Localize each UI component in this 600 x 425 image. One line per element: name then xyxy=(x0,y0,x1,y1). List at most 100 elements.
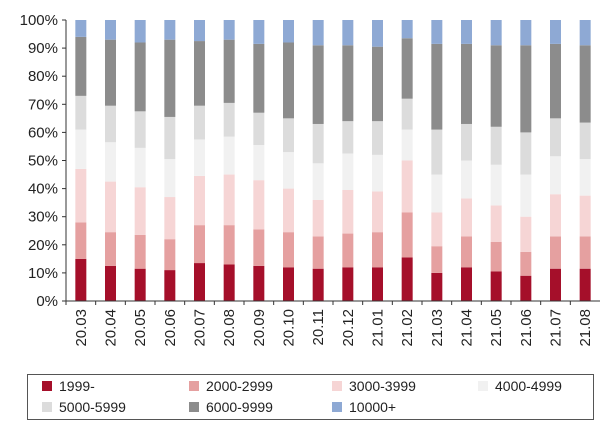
bar-segment-21.04-s4 xyxy=(461,123,472,161)
legend-swatch xyxy=(189,402,199,412)
x-tick-label: 20.04 xyxy=(103,309,120,347)
bar-segment-20.07-s0 xyxy=(194,263,205,301)
bar-segment-20.10-s3 xyxy=(283,152,294,189)
x-tick-label: 21.02 xyxy=(399,309,416,347)
y-tick-label: 60% xyxy=(28,124,58,141)
legend-item: 1999- xyxy=(42,378,95,394)
bar-segment-20.04-s0 xyxy=(105,265,116,302)
x-tick-label: 20.10 xyxy=(281,309,298,347)
bar-segment-21.08-s0 xyxy=(579,268,591,301)
bar-segment-21.02-s5 xyxy=(401,38,413,99)
y-tick-label: 40% xyxy=(28,181,58,198)
bar-segment-20.11-s3 xyxy=(312,163,324,200)
x-tick-label: 21.07 xyxy=(548,309,565,347)
bar-segment-20.03-s5 xyxy=(75,36,87,96)
bar-segment-20.12-s4 xyxy=(342,121,354,154)
legend-item: 3000-3999 xyxy=(332,378,416,394)
bar-segment-20.09-s4 xyxy=(253,112,265,146)
x-tick-label: 21.06 xyxy=(518,309,535,347)
x-tick-label: 21.03 xyxy=(429,309,446,347)
bar-segment-20.08-s4 xyxy=(223,102,235,137)
bar-segment-21.02-s4 xyxy=(401,98,413,130)
bar-segment-21.06-s4 xyxy=(520,132,532,175)
x-tick-label: 20.05 xyxy=(132,309,149,347)
x-tick-label: 21.01 xyxy=(370,309,387,347)
bar-segment-20.12-s1 xyxy=(342,233,354,268)
legend-label: 10000+ xyxy=(349,399,397,415)
bar-segment-21.02-s0 xyxy=(401,257,413,301)
bar-segment-21.04-s0 xyxy=(461,267,472,301)
bar-segment-20.05-s0 xyxy=(134,268,146,301)
bar-segment-20.04-s3 xyxy=(105,142,116,182)
bar-segment-20.09-s3 xyxy=(253,145,265,181)
legend-label: 5000-5999 xyxy=(59,399,126,415)
y-tick-label: 10% xyxy=(28,265,58,282)
bar-segment-21.06-s3 xyxy=(520,174,532,217)
legend-swatch xyxy=(478,381,488,391)
bar-segment-21.01-s2 xyxy=(372,191,383,233)
x-tick-label: 20.12 xyxy=(340,309,357,347)
bar-segment-21.05-s1 xyxy=(490,241,502,272)
bar-segment-20.08-s2 xyxy=(223,174,235,226)
bar-segment-21.07-s4 xyxy=(550,118,561,157)
bar-segment-21.05-s2 xyxy=(490,205,502,242)
y-tick-label: 50% xyxy=(28,153,58,170)
y-tick-label: 100% xyxy=(20,12,58,29)
bar-segment-20.03-s3 xyxy=(75,129,87,169)
bar-segment-21.05-s0 xyxy=(490,271,502,301)
bar-segment-20.12-s5 xyxy=(342,45,354,122)
legend-label: 3000-3999 xyxy=(349,378,416,394)
bar-segment-20.03-s1 xyxy=(75,222,87,259)
bar-segment-20.08-s3 xyxy=(223,136,235,175)
x-tick-label: 20.07 xyxy=(192,309,209,347)
bar-segment-20.05-s4 xyxy=(134,111,146,148)
bar-segment-21.08-s4 xyxy=(579,122,591,160)
bar-segment-20.09-s0 xyxy=(253,265,265,302)
bar-segment-20.12-s0 xyxy=(342,267,354,301)
bar-segment-21.03-s4 xyxy=(431,129,443,175)
bar-segment-20.08-s5 xyxy=(223,39,235,103)
bar-segment-20.05-s3 xyxy=(134,147,146,188)
bar-segment-20.05-s2 xyxy=(134,187,146,235)
bar-segment-20.09-s1 xyxy=(253,229,265,266)
bar-segment-20.09-s2 xyxy=(253,180,265,230)
bar-segment-20.06-s6 xyxy=(164,20,176,40)
legend-swatch xyxy=(42,381,52,391)
bar-segment-20.11-s0 xyxy=(312,268,324,301)
bar-segment-21.01-s1 xyxy=(372,232,383,268)
legend-label: 1999- xyxy=(59,378,95,394)
legend-item: 10000+ xyxy=(332,399,396,415)
bar-segment-20.06-s1 xyxy=(164,239,176,271)
legend: 1999- 2000-2999 3000-3999 4000-4999 5000-599… xyxy=(27,374,594,420)
legend-item: 6000-9999 xyxy=(189,399,273,415)
legend-swatch xyxy=(332,381,342,391)
bar-segment-20.12-s6 xyxy=(342,20,354,46)
bar-segment-21.08-s5 xyxy=(579,45,591,123)
bar-segment-20.06-s5 xyxy=(164,39,176,117)
bar-segment-20.05-s6 xyxy=(134,20,146,43)
bar-segment-21.05-s6 xyxy=(490,20,502,46)
bar-segment-20.04-s1 xyxy=(105,232,116,266)
bar-segment-20.07-s3 xyxy=(194,139,205,176)
bar-segment-21.02-s6 xyxy=(401,20,413,39)
bar-segment-21.03-s6 xyxy=(431,20,443,44)
bar-segment-21.06-s6 xyxy=(520,20,532,46)
bar-segment-21.07-s2 xyxy=(550,194,561,237)
bar-segment-20.03-s0 xyxy=(75,258,87,301)
bar-segment-20.11-s2 xyxy=(312,199,324,237)
bar-segment-20.05-s1 xyxy=(134,234,146,269)
bar-segment-20.06-s4 xyxy=(164,116,176,160)
legend-label: 2000-2999 xyxy=(206,378,273,394)
bar-segment-21.05-s4 xyxy=(490,126,502,165)
bar-segment-21.01-s5 xyxy=(372,46,383,122)
bar-segment-21.06-s1 xyxy=(520,251,532,276)
bar-segment-21.07-s1 xyxy=(550,236,561,269)
y-tick-label: 70% xyxy=(28,96,58,113)
bar-segment-21.04-s3 xyxy=(461,160,472,199)
x-tick-label: 21.04 xyxy=(459,309,476,347)
bar-segment-20.10-s5 xyxy=(283,42,294,119)
bar-segment-20.11-s4 xyxy=(312,123,324,164)
x-tick-label: 20.08 xyxy=(221,309,238,347)
bar-segment-21.02-s2 xyxy=(401,160,413,213)
